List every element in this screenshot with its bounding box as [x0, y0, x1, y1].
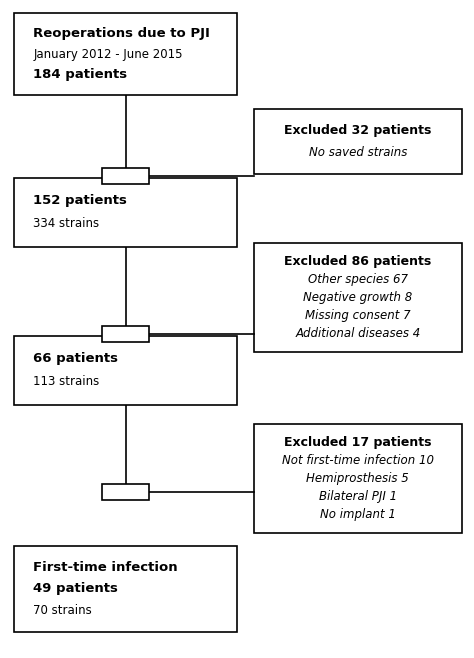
Text: 152 patients: 152 patients	[33, 194, 127, 207]
FancyBboxPatch shape	[14, 336, 237, 405]
FancyBboxPatch shape	[14, 546, 237, 632]
Text: Additional diseases 4: Additional diseases 4	[295, 328, 420, 340]
Text: Negative growth 8: Negative growth 8	[303, 291, 412, 304]
Text: 334 strains: 334 strains	[33, 217, 100, 230]
Text: Other species 67: Other species 67	[308, 273, 408, 286]
FancyBboxPatch shape	[102, 168, 149, 184]
Text: January 2012 - June 2015: January 2012 - June 2015	[33, 48, 182, 61]
Text: 184 patients: 184 patients	[33, 68, 128, 82]
FancyBboxPatch shape	[102, 326, 149, 342]
Text: No saved strains: No saved strains	[309, 146, 407, 159]
Text: Excluded 17 patients: Excluded 17 patients	[284, 436, 432, 449]
FancyBboxPatch shape	[254, 243, 462, 352]
FancyBboxPatch shape	[14, 178, 237, 247]
Text: 49 patients: 49 patients	[33, 582, 118, 595]
FancyBboxPatch shape	[102, 484, 149, 500]
Text: Missing consent 7: Missing consent 7	[305, 309, 410, 322]
FancyBboxPatch shape	[254, 109, 462, 174]
Text: 70 strains: 70 strains	[33, 604, 92, 617]
FancyBboxPatch shape	[254, 424, 462, 533]
Text: 66 patients: 66 patients	[33, 352, 118, 365]
Text: Reoperations due to PJI: Reoperations due to PJI	[33, 27, 210, 40]
Text: 113 strains: 113 strains	[33, 375, 100, 388]
Text: Hemiprosthesis 5: Hemiprosthesis 5	[307, 472, 409, 485]
Text: First-time infection: First-time infection	[33, 561, 178, 574]
Text: No implant 1: No implant 1	[320, 509, 396, 521]
Text: Excluded 32 patients: Excluded 32 patients	[284, 124, 431, 137]
Text: Excluded 86 patients: Excluded 86 patients	[284, 255, 431, 268]
Text: Not first-time infection 10: Not first-time infection 10	[282, 454, 434, 467]
FancyBboxPatch shape	[14, 13, 237, 95]
Text: Bilateral PJI 1: Bilateral PJI 1	[319, 490, 397, 503]
